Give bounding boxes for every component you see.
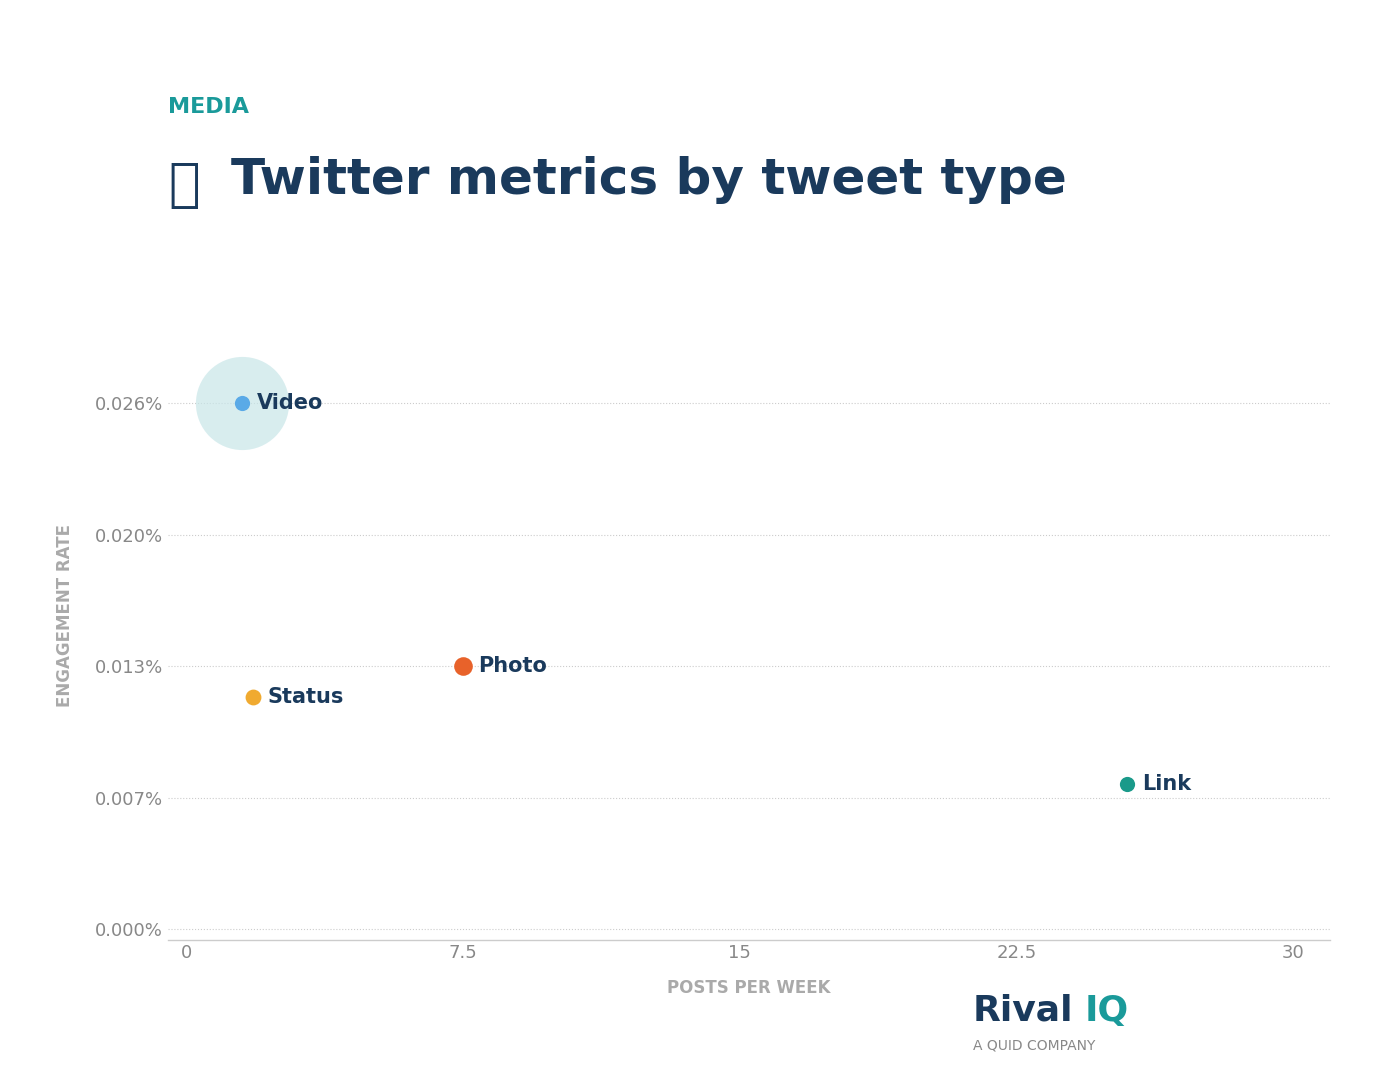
Text: IQ: IQ: [1085, 994, 1130, 1027]
Text: Twitter metrics by tweet type: Twitter metrics by tweet type: [231, 157, 1067, 204]
Text: Link: Link: [1142, 773, 1191, 794]
Text: Video: Video: [256, 393, 323, 413]
X-axis label: POSTS PER WEEK: POSTS PER WEEK: [668, 980, 830, 997]
Point: [231, 394, 253, 411]
Point: [242, 688, 265, 705]
Point: [231, 394, 253, 411]
Y-axis label: ENGAGEMENT RATE: ENGAGEMENT RATE: [56, 524, 74, 707]
Text: Status: Status: [267, 687, 344, 706]
Text: 🐦: 🐦: [168, 159, 200, 211]
Text: MEDIA: MEDIA: [168, 97, 249, 118]
Text: Photo: Photo: [477, 657, 547, 676]
Point: [1116, 775, 1138, 793]
Text: A QUID COMPANY: A QUID COMPANY: [973, 1039, 1095, 1053]
Point: [452, 658, 475, 675]
Text: Rival: Rival: [973, 994, 1074, 1027]
